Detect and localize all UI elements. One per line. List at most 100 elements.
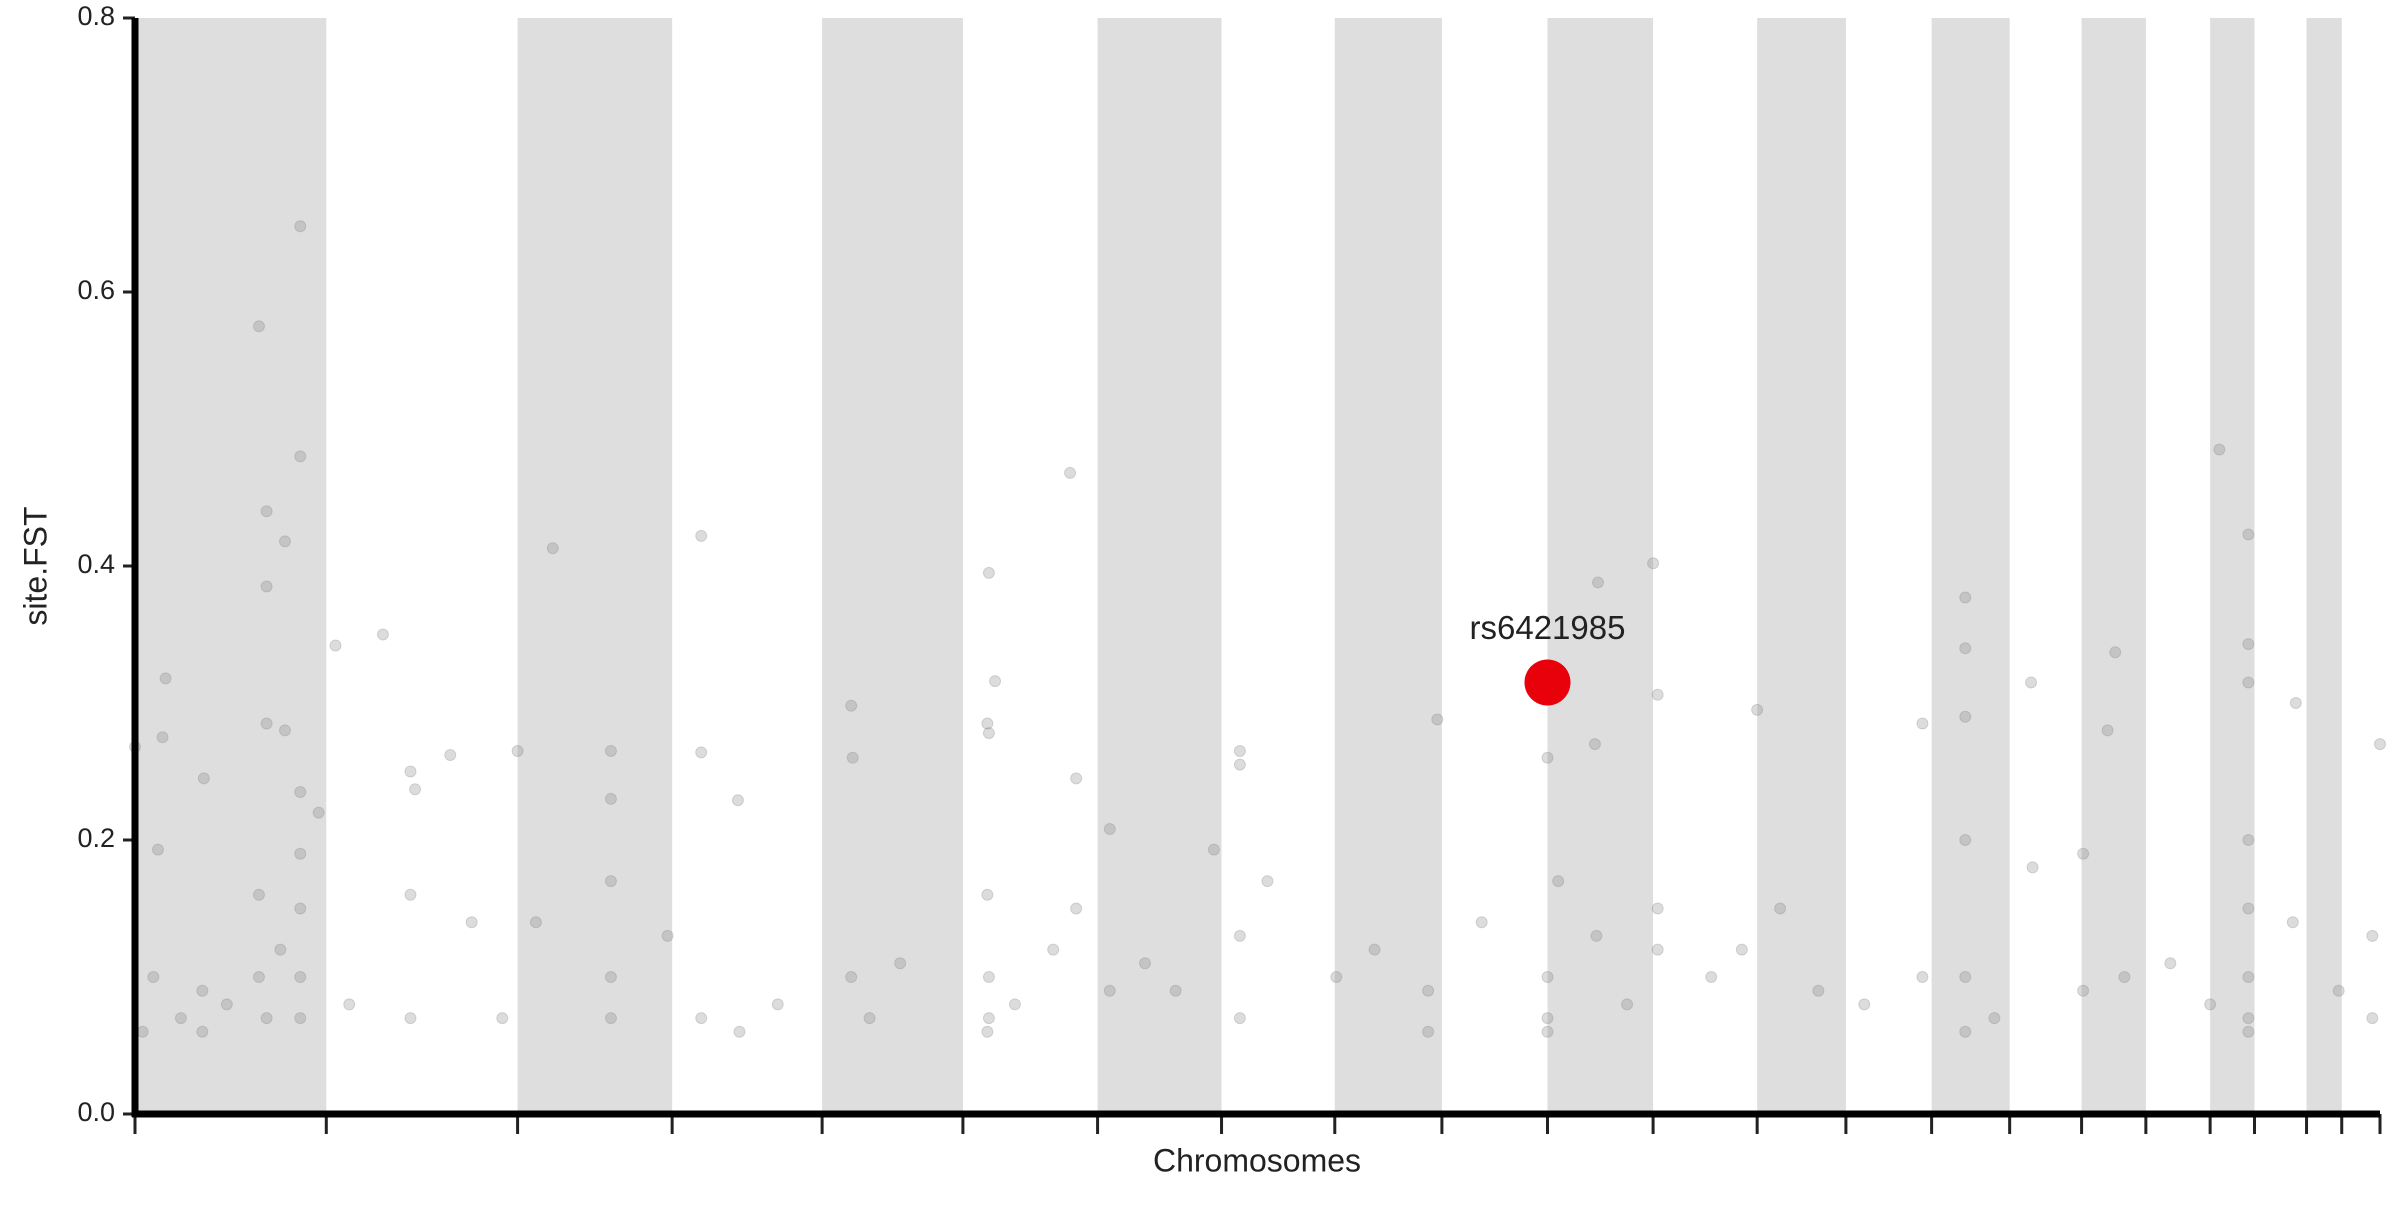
- snp-point: [278, 535, 291, 548]
- snp-point: [1959, 971, 1972, 983]
- snp-point: [444, 749, 457, 762]
- snp-point: [409, 783, 422, 796]
- snp-point: [981, 717, 994, 730]
- snp-point: [196, 1025, 209, 1038]
- snp-point: [511, 744, 524, 757]
- snp-point: [1233, 758, 1246, 771]
- snp-point: [274, 943, 287, 956]
- snp-point: [1103, 984, 1116, 997]
- snp-point: [604, 875, 617, 888]
- snp-point: [529, 916, 542, 929]
- snp-point: [159, 672, 172, 685]
- snp-point: [252, 320, 265, 333]
- snp-point: [845, 699, 858, 712]
- snp-point: [252, 971, 265, 983]
- x-axis-label: Chromosomes: [1153, 1142, 1361, 1178]
- snp-point: [156, 731, 169, 744]
- snp-point: [1261, 875, 1274, 888]
- snp-point: [2286, 916, 2299, 929]
- snp-point: [294, 971, 307, 983]
- chromosome-band: [2306, 18, 2342, 1114]
- snp-point: [252, 888, 265, 901]
- snp-point: [294, 220, 307, 233]
- snp-point: [989, 675, 1002, 688]
- snp-point: [2242, 1025, 2255, 1038]
- snp-point: [1858, 998, 1871, 1011]
- snp-point: [496, 1012, 509, 1025]
- snp-point: [1705, 971, 1718, 983]
- snp-point: [197, 772, 210, 785]
- snp-point: [2242, 676, 2255, 689]
- snp-point: [1651, 902, 1664, 915]
- snp-point: [1169, 984, 1182, 997]
- chromosome-band: [822, 18, 963, 1114]
- snp-point: [1590, 929, 1603, 942]
- snp-point: [147, 971, 160, 983]
- snp-point: [1959, 834, 1972, 846]
- snp-point: [1591, 576, 1604, 589]
- snp-point: [2242, 971, 2255, 983]
- snp-point: [1233, 1012, 1246, 1025]
- snp-point: [260, 1012, 273, 1025]
- snp-point: [2366, 929, 2379, 942]
- snp-point: [1651, 688, 1664, 701]
- highlight-label: rs6421985: [1470, 609, 1626, 646]
- snp-point: [771, 998, 784, 1011]
- snp-point: [329, 639, 342, 652]
- snp-point: [1008, 998, 1021, 1011]
- snp-point: [1233, 929, 1246, 942]
- snp-point: [604, 1012, 617, 1025]
- snp-point: [151, 843, 164, 856]
- snp-point: [1431, 713, 1444, 726]
- snp-point: [2242, 1012, 2255, 1025]
- snp-point: [982, 971, 995, 983]
- snp-point: [1070, 902, 1083, 915]
- snp-point: [294, 450, 307, 463]
- snp-point: [2077, 984, 2090, 997]
- snp-point: [1541, 751, 1554, 764]
- chromosome-band: [1097, 18, 1222, 1114]
- snp-point: [2025, 676, 2038, 689]
- highlight-point: [1524, 659, 1571, 706]
- snp-point: [981, 888, 994, 901]
- snp-point: [1475, 916, 1488, 929]
- snp-point: [1207, 843, 1220, 856]
- snp-point: [695, 1012, 708, 1025]
- snp-point: [260, 717, 273, 730]
- snp-point: [733, 1025, 746, 1038]
- snp-point: [174, 1012, 187, 1025]
- snp-point: [1139, 957, 1152, 970]
- snp-point: [2118, 971, 2131, 983]
- y-tick-label: 0.8: [77, 1, 115, 31]
- snp-point: [982, 566, 995, 579]
- snp-point: [2164, 957, 2177, 970]
- snp-point: [1330, 971, 1343, 983]
- chromosome-band: [1757, 18, 1846, 1114]
- snp-point: [1541, 971, 1554, 983]
- chromosome-band: [1931, 18, 2010, 1114]
- chromosome-band: [135, 18, 327, 1114]
- snp-point: [846, 751, 859, 764]
- snp-point: [2077, 847, 2090, 860]
- snp-point: [294, 786, 307, 799]
- snp-point: [546, 542, 559, 555]
- snp-point: [981, 1025, 994, 1038]
- snp-point: [1064, 466, 1077, 479]
- snp-point: [1959, 1025, 1972, 1038]
- chromosome-band: [517, 18, 673, 1114]
- snp-point: [1988, 1012, 2001, 1025]
- snp-point: [1047, 943, 1060, 956]
- snp-point: [343, 998, 356, 1011]
- snp-point: [404, 1012, 417, 1025]
- chromosome-band: [1334, 18, 1442, 1114]
- y-tick-label: 0.4: [77, 549, 115, 579]
- snp-point: [1916, 717, 1929, 730]
- snp-point: [294, 902, 307, 915]
- snp-point: [220, 998, 233, 1011]
- snp-point: [404, 888, 417, 901]
- snp-point: [2374, 738, 2386, 751]
- snp-point: [1588, 738, 1601, 751]
- snp-point: [196, 984, 209, 997]
- snp-point: [1368, 943, 1381, 956]
